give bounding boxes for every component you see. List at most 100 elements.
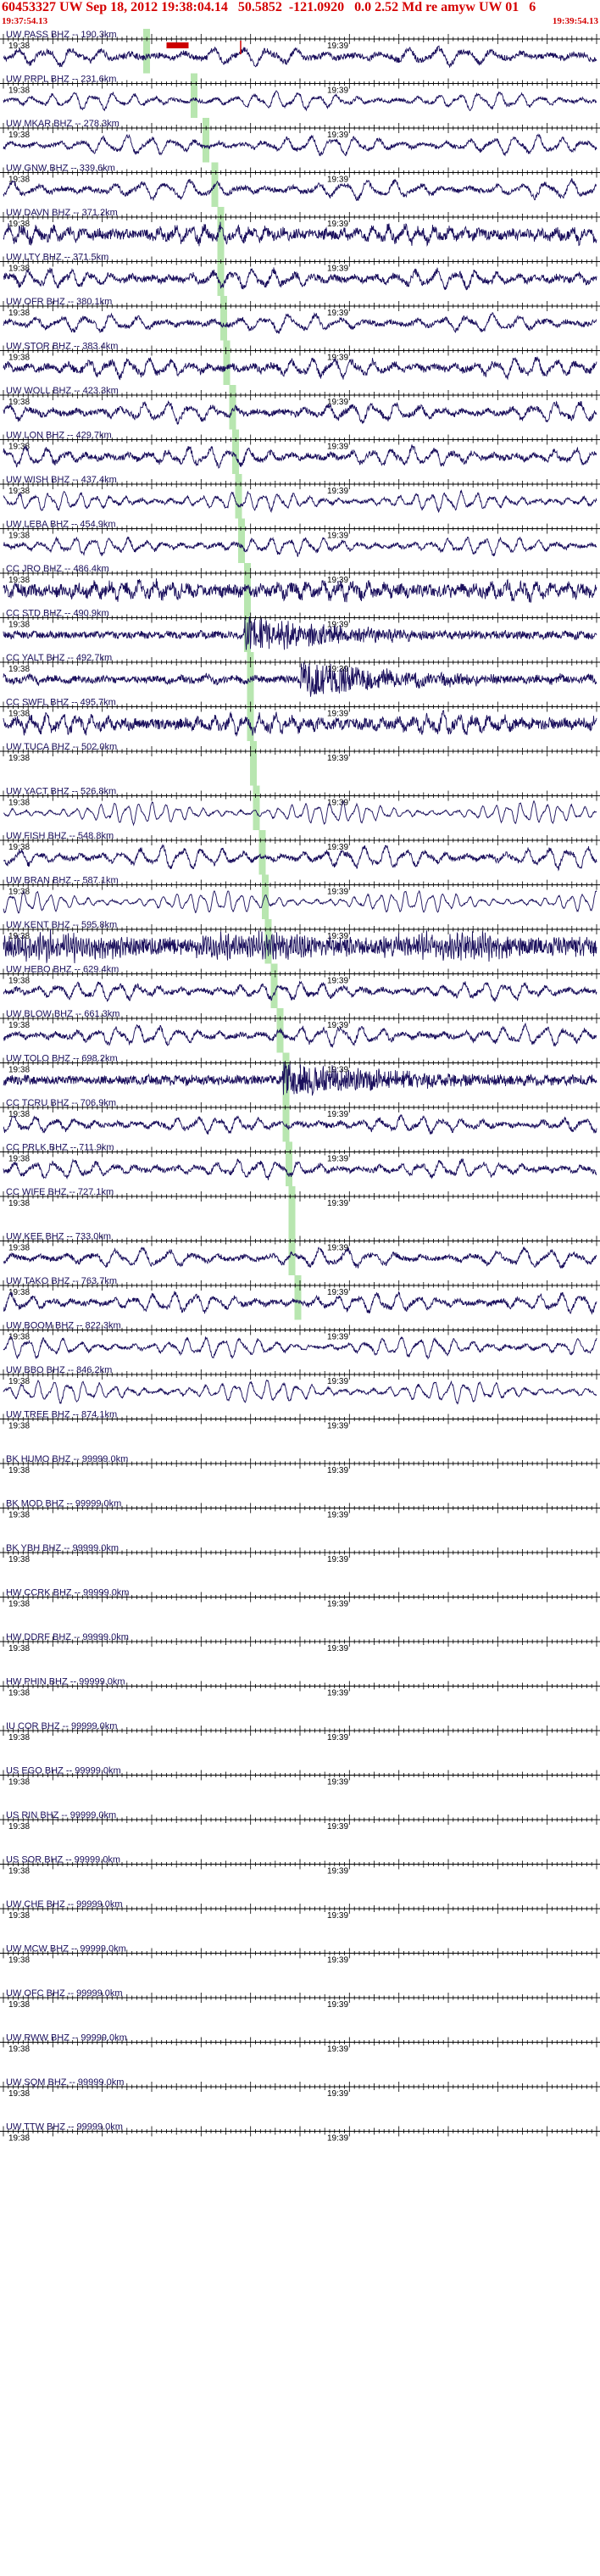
channel-label: UW LON BHZ -- 429.7km: [6, 431, 112, 441]
axis-ticks: [3, 1592, 597, 1603]
pick-marker: [223, 340, 231, 385]
tick-label: 19:39: [327, 176, 348, 185]
channel-label: CC JRO BHZ -- 486.4km: [6, 564, 109, 574]
channel-label: UW TAKO BHZ -- 763.7km: [6, 1276, 117, 1286]
tick-label: 19:39: [327, 576, 348, 585]
channel-label: UW OFR BHZ -- 380.1km: [6, 297, 112, 307]
pick-marker: [235, 474, 242, 519]
tick-label: 19:38: [8, 1021, 30, 1030]
tick-label: 19:39: [327, 1600, 348, 1609]
axis-ticks: [3, 1369, 597, 1380]
tick-label: 19:38: [8, 1422, 30, 1431]
tick-label: 19:39: [327, 86, 348, 96]
tick-label: 19:38: [8, 2089, 30, 2099]
tick-label: 19:39: [327, 1644, 348, 1653]
tick-label: 19:38: [8, 220, 30, 229]
axis-ticks: [3, 123, 597, 133]
axis-ticks: [3, 1681, 597, 1692]
tick-label: 19:39: [327, 1244, 348, 1253]
tick-label: 19:38: [8, 86, 30, 96]
waveform-trace: [3, 267, 597, 291]
channel-panel: 19:38 19:39 UW RWW BHZ -- 99999.0km: [0, 2033, 600, 2055]
axis-ticks: [3, 612, 597, 623]
channel-label: BK YBH BHZ -- 99999.0km: [6, 1543, 119, 1553]
tick-label: 19:38: [8, 487, 30, 496]
axis-ticks: [3, 390, 597, 400]
channel-label: UW TOLO BHZ -- 698.2km: [6, 1054, 118, 1064]
axis-ticks: [3, 1547, 597, 1558]
channel-label: UW SQM BHZ -- 99999.0km: [6, 2077, 124, 2088]
pick-marker: [217, 251, 225, 296]
tick-label: 19:39: [327, 1555, 348, 1564]
tick-label: 19:39: [327, 265, 348, 274]
channel-panel: 19:38 19:39 CC TCRU BHZ -- 706.9km: [0, 1097, 600, 1142]
tick-label: 19:38: [8, 176, 30, 185]
channel-panel: 19:38 19:39 IU COR BHZ -- 99999.0km: [0, 1721, 600, 1742]
channel-panel: 19:38 19:39 UW DAVN BHZ -- 371.2km: [0, 207, 600, 252]
axis-ticks: [3, 1726, 597, 1736]
channel-panel: 19:38 19:39 UW PASS BHZ -- 190.3km: [0, 29, 600, 74]
pick-marker: [232, 429, 239, 474]
tick-label: 19:38: [8, 1822, 30, 1832]
channel-panel: 19:38 19:39 UW WISH BHZ -- 437.4km: [0, 474, 600, 519]
waveform-trace: [3, 488, 597, 514]
tick-label: 19:38: [8, 1644, 30, 1653]
channel-panel: 19:38 19:39 HW DDRF BHZ -- 99999.0km: [0, 1632, 600, 1653]
axis-ticks: [3, 1859, 597, 1870]
tick-label: 19:39: [327, 1110, 348, 1119]
tick-label: 19:38: [8, 1867, 30, 1876]
tick-label: 19:39: [327, 1466, 348, 1475]
channel-label: UW MKAR BHZ -- 278.3km: [6, 119, 119, 129]
axis-ticks: [3, 1280, 597, 1291]
channel-panel: 19:38 19:39 UW MKAR BHZ -- 278.3km: [0, 118, 600, 163]
tick-label: 19:39: [327, 1689, 348, 1698]
tick-label: 19:39: [327, 354, 348, 363]
channel-panel: 19:38 19:39 UW BBO BHZ -- 846.2km: [0, 1365, 600, 1405]
axis-ticks: [3, 256, 597, 267]
axis-ticks: [3, 790, 597, 801]
pick-marker: [220, 296, 227, 341]
axis-ticks: [3, 1770, 597, 1781]
axis-ticks: [3, 879, 597, 890]
axis-ticks: [3, 345, 597, 356]
pick-marker: [294, 1275, 302, 1320]
channel-panel: 19:38 19:39 UW TOLO BHZ -- 698.2km: [0, 1052, 600, 1097]
event-title: 60453327 UW Sep 18, 2012 19:38:04.14 50.…: [2, 0, 536, 14]
tick-label: 19:39: [327, 2000, 348, 2010]
waveform-trace: [3, 536, 597, 558]
waveform-trace: [3, 710, 597, 737]
axis-ticks: [3, 1904, 597, 1914]
tick-label: 19:38: [8, 2045, 30, 2055]
pick-marker: [229, 385, 236, 430]
channel-panel: 19:38 19:39 UW KENT BHZ -- 595.8km: [0, 919, 600, 964]
tick-label: 19:39: [327, 621, 348, 630]
channel-panel: 19:38 19:39 UW TUCA BHZ -- 502.0km: [0, 741, 600, 786]
pick-marker: [253, 785, 260, 830]
tick-label: 19:38: [8, 1333, 30, 1342]
channel-panel: 19:38 19:39 UW LTY BHZ -- 371.5km: [0, 251, 600, 296]
channel-label: CC STD BHZ -- 490.9km: [6, 609, 109, 619]
channel-label: UW LEBA BHZ -- 454.9km: [6, 520, 116, 530]
pick-marker: [282, 1052, 290, 1097]
axis-ticks: [3, 2082, 597, 2092]
tick-label: 19:39: [327, 1867, 348, 1876]
axis-ticks: [3, 1948, 597, 1959]
channel-label: CC TCRU BHZ -- 706.9km: [6, 1098, 116, 1108]
axis-ticks: [3, 1413, 597, 1425]
tick-label: 19:39: [327, 977, 348, 986]
tick-label: 19:38: [8, 265, 30, 274]
channel-panel: 19:38 19:39 UW BLOW BHZ -- 661.3km: [0, 1008, 600, 1053]
channel-label: UW OFC BHZ -- 99999.0km: [6, 1988, 123, 1999]
channel-label: UW WISH BHZ -- 437.4km: [6, 475, 117, 485]
axis-ticks: [3, 701, 597, 712]
waveform-trace: [3, 661, 597, 697]
tick-label: 19:39: [327, 1956, 348, 1965]
channel-panel: 19:38 19:39 BK YBH BHZ -- 99999.0km: [0, 1543, 600, 1564]
tick-label: 19:38: [8, 42, 30, 51]
waveform-trace: [3, 844, 597, 872]
tick-label: 19:38: [8, 754, 30, 763]
pick-marker: [270, 963, 278, 1008]
tick-label: 19:39: [327, 1066, 348, 1075]
channel-panel: 19:38 19:39 UW HEBO BHZ -- 629.4km: [0, 963, 600, 1008]
tick-label: 19:38: [8, 665, 30, 674]
